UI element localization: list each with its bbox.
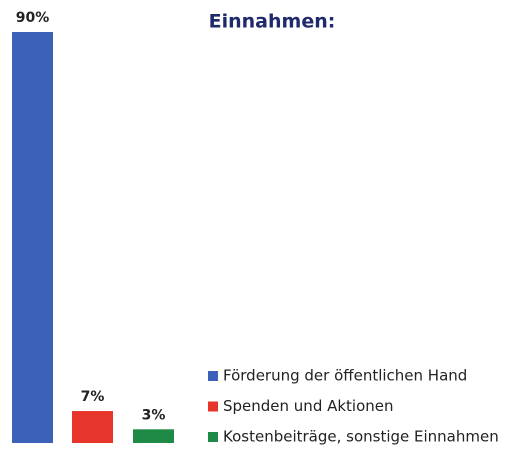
value-label: 7% <box>81 389 105 405</box>
legend-label: Spenden und Aktionen <box>223 397 394 415</box>
chart-title: Einnahmen: <box>209 11 336 33</box>
bar <box>12 32 53 443</box>
legend-swatch <box>208 371 218 381</box>
value-label: 3% <box>142 407 166 423</box>
value-label: 90% <box>16 10 50 26</box>
legend-swatch <box>208 401 218 412</box>
bar <box>133 429 174 443</box>
legend-label: Kostenbeiträge, sonstige Einnahmen <box>223 428 499 446</box>
legend-swatch <box>208 432 218 442</box>
legend-label: Förderung der öffentlichen Hand <box>223 367 467 385</box>
bar <box>72 411 113 443</box>
